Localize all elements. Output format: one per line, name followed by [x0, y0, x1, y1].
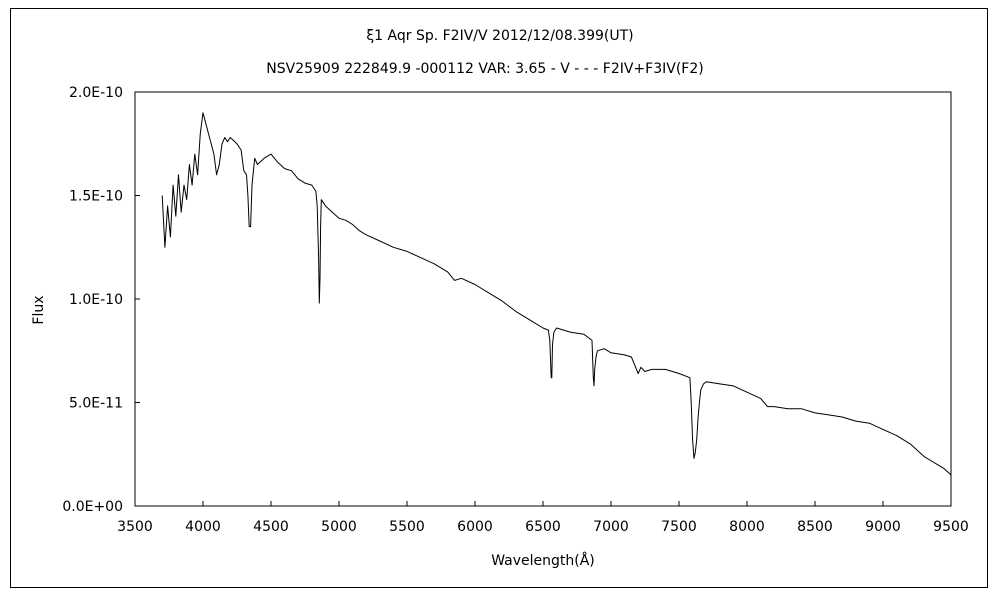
y-tick-label: 2.0E-10 [69, 85, 123, 101]
x-tick-label: 4000 [185, 519, 221, 535]
plot-area [134, 91, 952, 507]
y-axis-label: Flux [31, 295, 47, 324]
y-tick-label: 5.0E-11 [69, 396, 123, 412]
x-tick-label: 7500 [661, 519, 697, 535]
series-layer [161, 112, 952, 476]
chart-title: ξ1 Aqr Sp. F2IV/V 2012/12/08.399(UT) [366, 28, 633, 44]
x-tick-label: 4500 [253, 519, 289, 535]
x-tick-label: 3500 [117, 519, 153, 535]
spectrum-series-line [161, 112, 952, 476]
chart-subtitle: NSV25909 222849.9 -000112 VAR: 3.65 - V … [266, 61, 703, 77]
x-tick-label: 9500 [933, 519, 969, 535]
y-axis-ticks: 0.0E+00 5.0E-11 1.0E-10 1.5E-10 2.0E-10 [62, 85, 140, 515]
x-tick-label: 8500 [797, 519, 833, 535]
x-tick-label: 7000 [593, 519, 629, 535]
x-tick-label: 5500 [389, 519, 425, 535]
x-tick-label: 6500 [525, 519, 561, 535]
y-tick-label: 1.5E-10 [69, 189, 123, 205]
y-tick-label: 0.0E+00 [62, 499, 123, 515]
x-axis-label: Wavelength(Å) [491, 552, 595, 569]
x-tick-label: 8000 [729, 519, 765, 535]
x-tick-label: 9000 [865, 519, 901, 535]
x-axis-ticks: 3500 4000 4500 5000 5500 6000 6500 7000 7500 8000… [117, 501, 969, 535]
x-tick-label: 6000 [457, 519, 493, 535]
chart-frame [10, 8, 988, 588]
x-tick-label: 5000 [321, 519, 357, 535]
y-tick-label: 1.0E-10 [69, 292, 123, 308]
